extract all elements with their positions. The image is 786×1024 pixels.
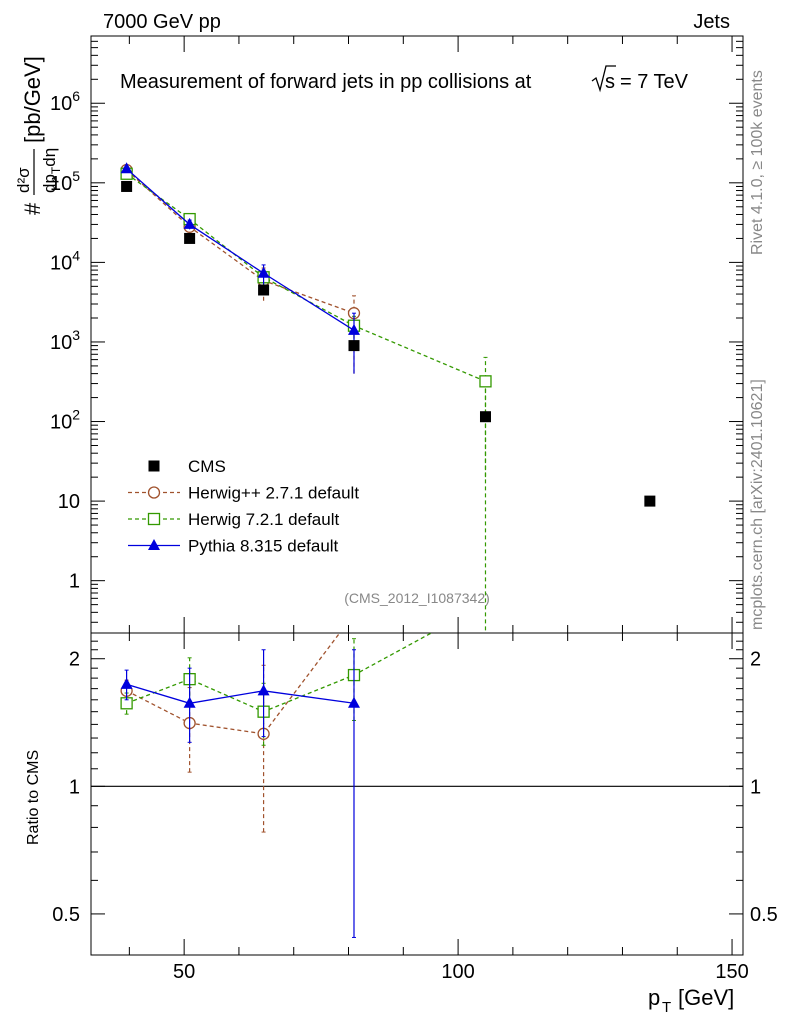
herwigpp-point [147,486,161,499]
ratio-series-herwigpp [120,632,341,833]
legend-item-cms: CMS [148,457,226,476]
ratio-line-herwigpp [126,632,341,735]
legend-label-cms: CMS [188,457,226,476]
y-axis-label-numerator: d²σ [14,167,33,193]
x-axis-label-sub: T [662,999,671,1016]
cms-point [121,180,133,192]
main-y-tick-label: 10 [58,491,80,513]
ratio-y-tick-label-right: 1 [750,776,761,798]
main-y-tick-label: 106 [50,88,80,115]
cms-point [479,411,491,423]
y-axis-label: # d²σ dpTdη [pb/GeV] [14,56,63,215]
header-left: 7000 GeV pp [103,11,221,33]
ratio-panel-frame [90,632,744,956]
herwig7-point [479,375,492,388]
x-tick-label: 100 [441,961,474,983]
ratio-data-layer [120,632,432,938]
main-y-tick-label: 103 [50,327,80,354]
plot-title: Measurement of forward jets in pp collis… [120,71,532,93]
ratio-axis-label: Ratio to CMS [25,750,42,845]
x-axis-label-main: p [648,985,660,1010]
y-axis-label-hash: # [20,202,45,215]
series-herwig7 [120,167,492,633]
pythia-point [257,266,270,278]
x-ticks: 50 100 150 [128,36,749,983]
pythia-point [183,696,196,708]
pythia-point [257,684,270,696]
series-cms [121,180,656,507]
legend-label-herwigpp: Herwig++ 2.7.1 default [188,484,359,503]
cms-point [184,232,196,244]
sqrt-symbol [591,65,616,93]
plot-title-suffix: = 7 TeV [620,71,689,93]
pythia-point [120,677,133,689]
pythia-point [183,217,196,229]
cms-point [348,340,360,352]
ratio-line-herwig7 [126,632,432,713]
ratio-y-tick-label: 2 [69,649,80,671]
legend-item-herwigpp: Herwig++ 2.7.1 default [128,484,359,503]
ratio-y-ticks: 2 2 1 1 0.5 0.5 [52,632,778,956]
herwig7-point [147,512,161,526]
ratio-y-tick-label-right: 2 [750,649,761,671]
x-tick-label: 50 [173,961,195,983]
main-data-layer [120,162,656,633]
pythia-point [347,323,360,335]
series-line-herwigpp [126,169,355,314]
legend: CMS Herwig++ 2.7.1 default Herwig 7.2.1 de… [128,457,359,556]
plot-title-root: s [605,71,615,93]
header-right: Jets [693,11,730,33]
ratio-series-herwig7 [120,632,432,746]
analysis-watermark: (CMS_2012_I1087342) [344,590,490,606]
series-line-pythia [126,168,355,331]
cms-point [258,284,270,296]
cms-point [644,495,656,507]
ratio-line-pythia [126,683,355,704]
pythia-point [347,696,360,708]
series-line-herwig7 [126,173,486,382]
x-tick-label: 150 [715,961,748,983]
main-y-tick-label: 1 [69,571,80,593]
series-pythia [120,162,360,374]
y-axis-label-denominator: dpTdη [40,148,63,193]
rivet-label: Rivet 4.1.0, ≥ 100k events [749,70,766,255]
y-axis-label-unit: [pb/GeV] [20,56,45,143]
x-axis-label: p T [GeV] [648,985,734,1016]
pythia-point [148,539,160,550]
pythia-point [120,162,133,174]
ratio-y-tick-label: 1 [69,776,80,798]
main-y-tick-label: 102 [50,407,80,434]
legend-item-pythia: Pythia 8.315 default [128,537,339,556]
cms-point [148,460,160,472]
ratio-series-pythia [120,649,360,938]
ratio-y-tick-label: 0.5 [52,904,80,926]
legend-label-herwig7: Herwig 7.2.1 default [188,510,339,529]
x-axis-label-unit: [GeV] [678,985,734,1010]
legend-item-herwig7: Herwig 7.2.1 default [128,510,339,529]
ratio-y-tick-label-right: 0.5 [750,904,778,926]
mcplots-label: mcplots.cern.ch [arXiv:2401.10621] [749,379,766,630]
plot-title-prefix: Measurement of forward jets in pp collis… [120,71,532,93]
main-y-tick-label: 105 [50,168,80,195]
legend-label-pythia: Pythia 8.315 default [188,537,339,556]
main-y-tick-label: 104 [50,247,80,274]
